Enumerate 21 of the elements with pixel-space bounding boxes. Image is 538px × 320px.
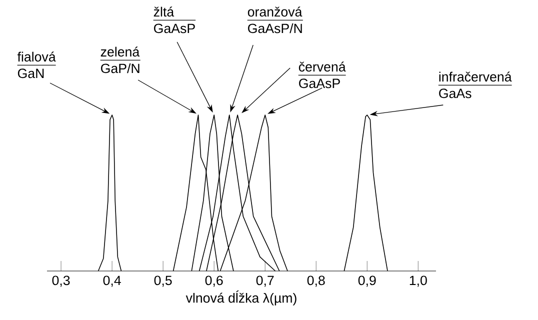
annotation: GaAsP <box>154 24 195 34</box>
text: fialová <box>17 52 56 62</box>
text: oranžová <box>248 6 302 17</box>
annotation: GaP/N <box>101 63 140 74</box>
x-tick-label: 0,7 <box>256 276 274 287</box>
annotation: GaN <box>18 68 44 78</box>
x-tick-label: 0,8 <box>307 276 325 287</box>
x-tick-label: 0,4 <box>103 276 121 287</box>
x-axis-title: vlnová dĺžka λ(µm) <box>186 290 296 306</box>
annotation: GaAsP/N <box>248 23 302 34</box>
x-tick-label: 0,5 <box>154 276 172 287</box>
x-tick-label: 0,3 <box>52 276 70 287</box>
text: infračervená <box>439 72 512 82</box>
text: žltá <box>154 6 174 17</box>
x-tick-label: 1,0 <box>410 276 427 287</box>
x-tick-label: 0,6 <box>205 276 223 287</box>
annotation: červená <box>298 62 346 72</box>
x-tick-label: 0,9 <box>358 276 376 287</box>
text: zelená <box>100 46 140 57</box>
annotation: GaAs <box>439 88 472 98</box>
annotation: GaAsP <box>299 78 340 88</box>
